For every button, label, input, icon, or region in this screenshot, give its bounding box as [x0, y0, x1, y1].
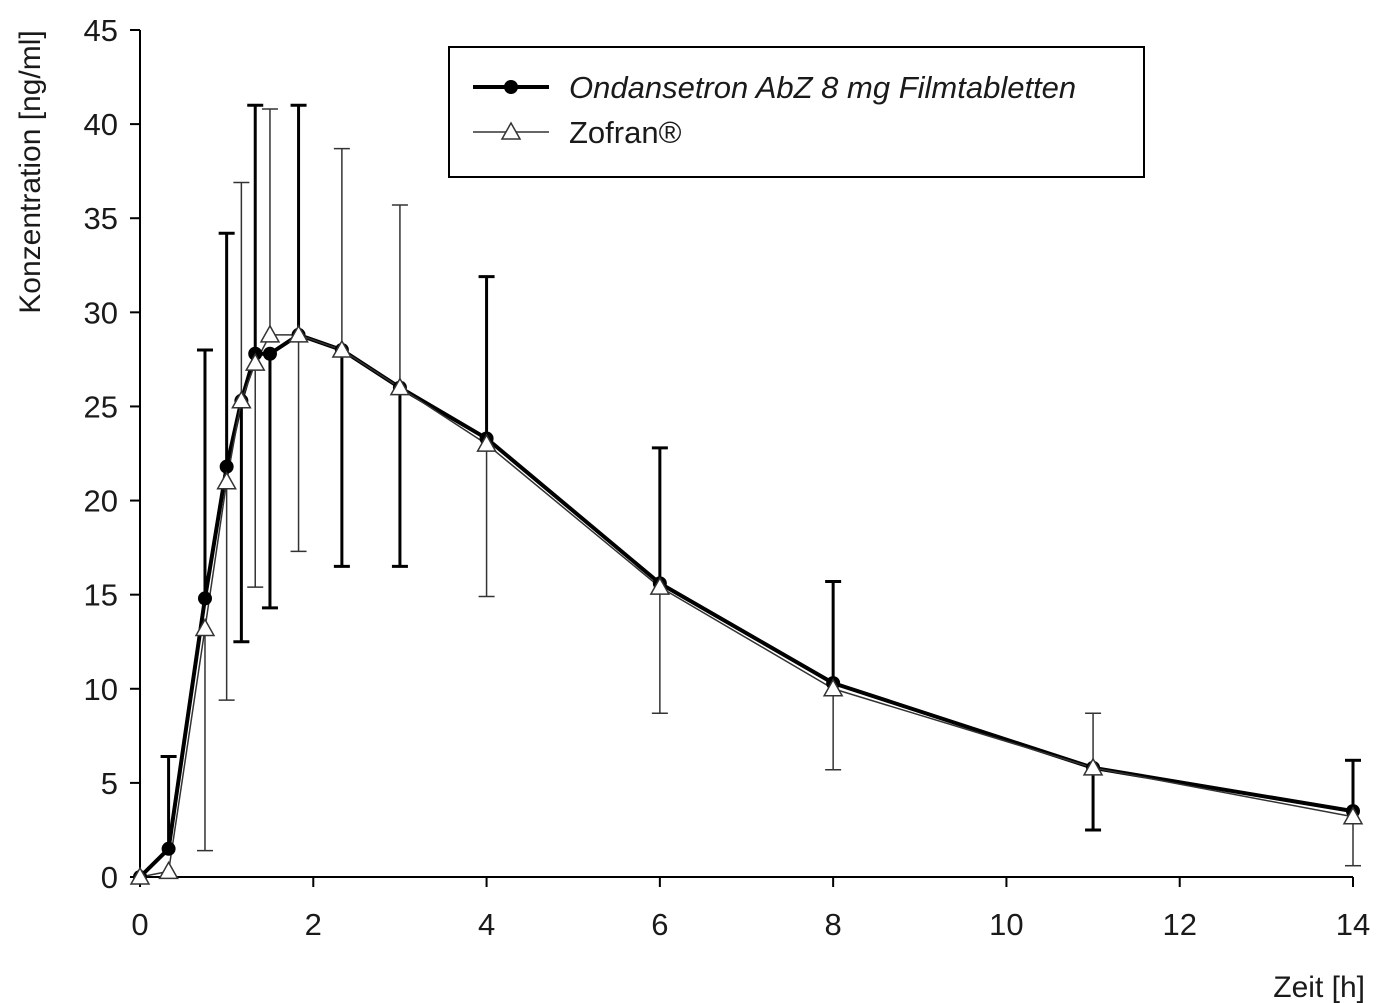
y-tick-label: 5 [101, 766, 118, 801]
legend-marker-zofran [500, 121, 522, 140]
data-point-zofran [259, 324, 281, 343]
series-lines [138, 332, 1354, 879]
data-point-zofran [194, 618, 216, 637]
y-tick-label: 0 [101, 860, 118, 895]
data-point-ondansetron [219, 459, 234, 474]
legend-label-zofran: Zofran® [569, 115, 682, 150]
data-point-ondansetron [262, 346, 277, 361]
y-tick-label: 20 [84, 484, 118, 519]
legend: Ondansetron AbZ 8 mg Filmtabletten Zofra… [448, 46, 1145, 178]
data-point-zofran [158, 860, 179, 880]
series-line-zofran [139, 334, 1354, 878]
y-tick-label: 10 [84, 672, 118, 707]
data-point-zofran [1342, 806, 1364, 825]
error-bars [160, 103, 1361, 867]
data-point-zofran [649, 576, 671, 595]
series-line-ondansetron [138, 332, 1354, 879]
x-tick-label: 12 [1162, 907, 1196, 942]
x-tick-label: 8 [825, 907, 842, 942]
legend-label-ondansetron: Ondansetron AbZ 8 mg Filmtabletten [569, 70, 1076, 105]
x-tick-label: 14 [1336, 907, 1370, 942]
data-point-zofran [288, 324, 309, 343]
y-tick-label: 35 [84, 201, 118, 236]
x-tick-label: 4 [478, 907, 495, 942]
y-tick-label: 45 [84, 13, 118, 48]
y-axis-title: Konzentration [ng/ml] [14, 30, 47, 314]
data-point-zofran [231, 390, 252, 409]
data-point-ondansetron [161, 841, 176, 856]
y-tick-label: 15 [84, 578, 118, 613]
data-point-zofran [331, 339, 353, 358]
ticks: 0 2 4 6 8 10 12 14 0 5 10 15 20 25 30 35 40 45 [84, 13, 1371, 942]
x-tick-label: 10 [989, 907, 1023, 942]
data-point-zofran [822, 678, 844, 697]
data-point-zofran [216, 471, 237, 490]
y-tick-label: 25 [84, 389, 118, 424]
x-tick-label: 0 [131, 907, 148, 942]
data-point-zofran [129, 866, 151, 885]
data-points [129, 324, 1364, 885]
y-tick-label: 30 [84, 295, 118, 330]
data-point-zofran [1082, 757, 1104, 776]
data-point-zofran [244, 352, 266, 371]
data-point-zofran [389, 377, 411, 396]
data-point-zofran [476, 433, 497, 452]
x-tick-label: 6 [651, 907, 668, 942]
legend-marker-ondansetron [504, 80, 518, 94]
y-tick-label: 40 [84, 107, 118, 142]
x-tick-label: 2 [305, 907, 322, 942]
axes [139, 30, 1353, 878]
legend-box [448, 46, 1145, 178]
data-point-ondansetron [197, 591, 212, 606]
x-axis-title: Zeit [h] [1273, 971, 1365, 1003]
